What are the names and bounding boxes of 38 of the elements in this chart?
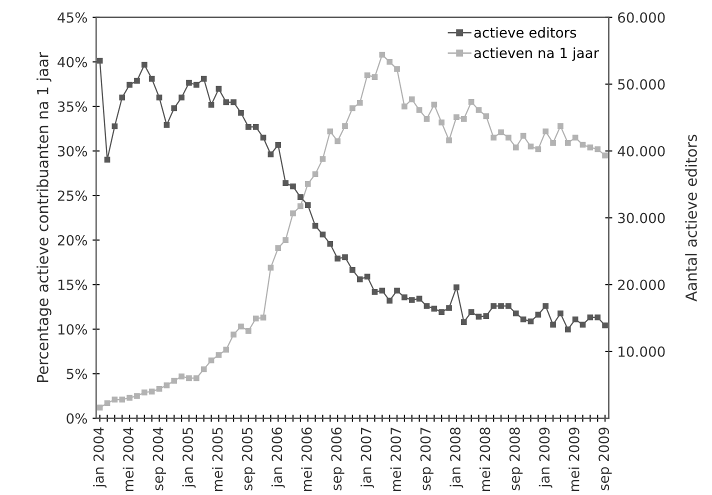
x-tick-label: mei 2005 xyxy=(212,428,223,492)
x-tick-label: jan 2007 xyxy=(360,428,374,488)
y2-tick-label: 40.000 xyxy=(618,146,665,156)
x-tick-label: jan 2008 xyxy=(450,428,464,488)
x-tick-label: mei 2004 xyxy=(122,427,134,492)
y2-tick-label: 10.000 xyxy=(618,346,665,357)
y2-tick-label: 60.000 xyxy=(618,12,665,23)
x-tick-label: sep 2006 xyxy=(331,427,344,490)
y-tick-label: 45% xyxy=(58,12,88,23)
x-tick-label: mei 2007 xyxy=(390,428,402,492)
y-tick-label: 25% xyxy=(58,190,88,201)
x-tick-label: jan 2009 xyxy=(538,428,552,488)
x-tick-label: mei 2009 xyxy=(568,428,580,492)
y2-tick-label: 20.000 xyxy=(618,280,665,290)
x-tick-label: jan 2005 xyxy=(182,428,196,488)
y-axis-title: Percentage actieve contribuanten na 1 jaar xyxy=(36,52,52,382)
y-tick-label: 40% xyxy=(58,56,88,68)
x-tick-label: sep 2007 xyxy=(420,428,434,490)
x-tick-label: sep 2005 xyxy=(242,428,256,490)
x-tick-label: sep 2009 xyxy=(598,428,612,490)
legend-label: actieve editors xyxy=(474,27,576,38)
y2-axis-title: Aantal actieve editors xyxy=(685,134,697,302)
x-tick-label: jan 2006 xyxy=(271,427,285,488)
x-tick-label: sep 2008 xyxy=(509,428,523,490)
x-tick-label: sep 2004 xyxy=(152,427,166,490)
y-tick-label: 5% xyxy=(66,368,88,380)
y-tick-label: 30% xyxy=(58,146,88,156)
y-tick-label: 20% xyxy=(58,235,88,246)
y-tick-label: 15% xyxy=(58,280,88,290)
y-tick-label: 35% xyxy=(58,101,88,112)
x-tick-label: mei 2006 xyxy=(301,427,312,492)
y-tick-label: 10% xyxy=(58,324,88,335)
y2-tick-label: 50.000 xyxy=(618,79,665,90)
y2-tick-label: 30.000 xyxy=(618,212,665,224)
y-tick-label: 0% xyxy=(66,413,88,424)
x-tick-label: mei 2008 xyxy=(479,428,490,492)
x-tick-label: jan 2004 xyxy=(93,427,107,488)
legend-label: actieven na 1 jaar xyxy=(474,47,600,61)
